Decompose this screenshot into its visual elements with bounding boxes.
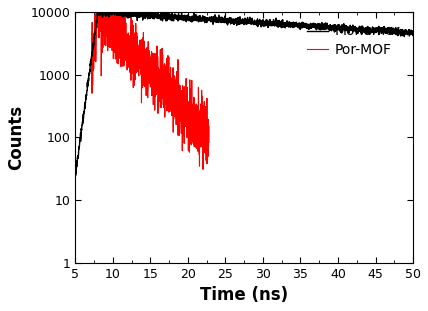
Por-MOF <box>89 71 94 75</box>
Por-MOF <box>109 28 114 32</box>
Monomer <box>111 11 116 14</box>
Monomer <box>73 174 78 178</box>
Por-MOF <box>105 10 110 14</box>
Por-MOF <box>129 24 134 28</box>
Line: Por-MOF: Por-MOF <box>92 12 209 169</box>
Monomer <box>410 30 416 34</box>
X-axis label: Time (ns): Time (ns) <box>200 286 288 304</box>
Por-MOF <box>206 141 211 144</box>
Monomer <box>73 173 78 176</box>
Y-axis label: Counts: Counts <box>7 105 25 170</box>
Por-MOF <box>94 10 99 14</box>
Legend: Monomer, Por-MOF: Monomer, Por-MOF <box>302 19 406 62</box>
Monomer <box>368 28 373 31</box>
Por-MOF <box>153 53 158 56</box>
Monomer <box>131 13 137 16</box>
Monomer <box>202 16 208 20</box>
Monomer <box>217 18 222 22</box>
Por-MOF <box>140 63 145 66</box>
Por-MOF <box>200 168 205 171</box>
Monomer <box>95 10 100 14</box>
Line: Monomer: Monomer <box>75 12 413 176</box>
Por-MOF <box>151 84 156 88</box>
Monomer <box>404 31 409 35</box>
